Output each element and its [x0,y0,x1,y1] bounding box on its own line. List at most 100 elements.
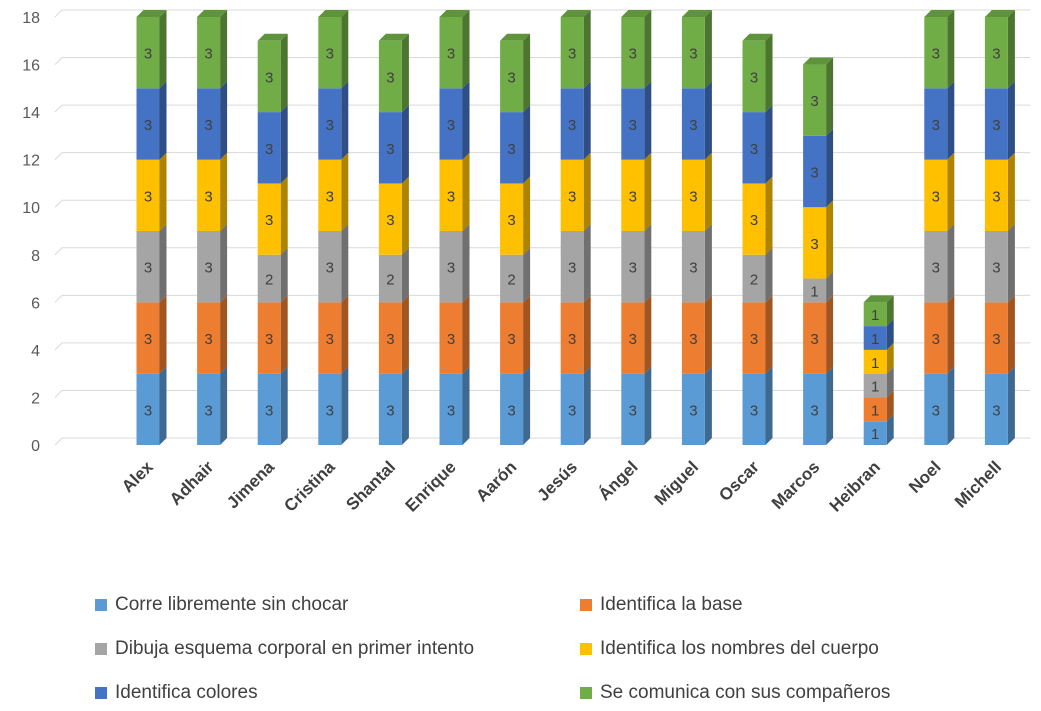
bar-segment-side [523,295,531,374]
data-label: 3 [326,402,334,419]
bar-segment-side [1007,10,1015,89]
bar-segment [378,112,402,184]
bar-segment [681,17,705,89]
bar-segment-side [1007,224,1015,303]
y-tick-label: 4 [31,343,40,360]
bar-segment-side [159,152,167,231]
data-label: 3 [386,69,394,86]
data-label: 3 [750,141,758,158]
bar-segment [984,373,1008,445]
bar-segment [560,373,584,445]
bar-segment [863,349,887,374]
bar-segment [681,88,705,160]
bar-segment-side [886,319,894,350]
bar-segment [984,159,1008,231]
data-label: 3 [810,165,818,182]
x-tick-label: Jesús [534,457,582,505]
bar-segment-top [742,33,773,41]
data-label: 3 [204,260,212,277]
data-labels: 3 3 3 3 3 3 3 3 3 3 3 3 3 3 2 3 3 3 3 3 3 3 3 3 3 3 2 3 3 3 3 3 3 3 3 3 3 3 2 3… [144,46,1001,443]
data-label: 3 [204,46,212,63]
data-label: 3 [326,260,334,277]
x-tick-label: Noel [905,457,944,496]
data-label: 3 [447,117,455,134]
bar-segment-side [886,390,894,422]
bar-segment [621,17,645,89]
bar-segment [560,231,584,303]
y-tick-label: 10 [22,200,40,217]
bar-segment-side [1007,295,1015,374]
bar-segment-side [947,10,955,89]
bar-segment [136,159,160,231]
bar-segment-side [159,10,167,89]
bar-segment [803,278,827,303]
bar-segment-side [401,295,409,374]
bar-segment-side [1007,152,1015,231]
bar-segment [439,373,463,445]
bar-segment-side [159,224,167,303]
bar-segment [500,302,524,374]
data-label: 3 [810,93,818,110]
data-label: 3 [386,141,394,158]
bar-segment-side [220,10,228,89]
bar-segment-side [704,81,712,160]
data-label: 3 [326,117,334,134]
bar-segment-side [583,10,591,89]
bar-segment-side [401,176,409,255]
bar-segment-side [947,295,955,374]
bar-segment-side [704,366,712,445]
bar-segment [863,373,887,398]
bar-segment [500,112,524,184]
bar-segment-side [644,81,652,160]
bar-segment [378,254,402,303]
legend-swatch [580,643,592,655]
bar-segment-top [803,57,834,65]
bar-stack-3 [318,10,349,445]
bar-segment-side [644,295,652,374]
data-label: 3 [932,260,940,277]
data-label: 3 [810,236,818,253]
bar-segment [863,421,887,445]
bar-segment-side [220,295,228,374]
bar-segment [924,231,948,303]
bar-segment-side [341,152,349,231]
bar-segment [378,183,402,255]
bar-segment-side [765,105,773,184]
bar-segment [984,88,1008,160]
legend-label: Identifica colores [115,682,258,703]
bar-segment-side [583,224,591,303]
data-label: 3 [326,331,334,348]
bar-segment-side [826,200,834,279]
bar-segment [136,302,160,374]
bar-segment-side [220,152,228,231]
data-label: 3 [629,260,637,277]
bar-segment-top [439,10,470,17]
data-label: 3 [204,117,212,134]
x-tick-label: Oscar [715,457,763,505]
x-axis-tick-labels: Alex Adhair Jimena Cristina Shantal Enrique Aa… [118,457,1005,516]
x-tick-label: Michell [951,457,1005,511]
bar-segment [318,17,342,89]
bar-segment-side [583,81,591,160]
data-label: 1 [871,355,879,372]
bar-stack-8 [621,10,652,445]
bar-segment-side [1007,366,1015,445]
bar-segment-side [462,224,470,303]
data-label: 3 [932,331,940,348]
legend-swatch [95,687,107,699]
data-label: 3 [265,69,273,86]
bar-segment [560,17,584,89]
bar-segment [621,373,645,445]
bar-segment [742,40,766,113]
bar-segment [197,17,221,89]
bar-segment [439,231,463,303]
data-label: 3 [689,402,697,419]
bar-segment [984,231,1008,303]
data-label: 3 [992,331,1000,348]
data-label: 1 [871,307,879,324]
data-label: 3 [932,402,940,419]
bar-segment [197,88,221,160]
bar-segment [863,397,887,422]
bar-segment-top [500,33,531,41]
bar-segment [621,88,645,160]
